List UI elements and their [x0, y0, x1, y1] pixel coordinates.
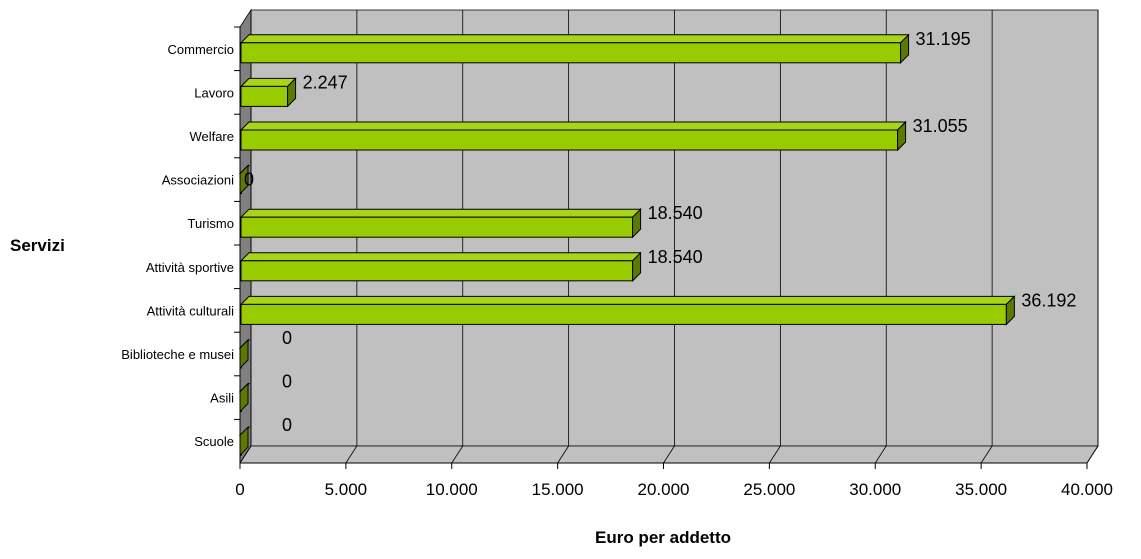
bar-top [239, 295, 1016, 305]
bar-front [240, 85, 289, 107]
data-label: 0 [282, 372, 292, 392]
gridline-floor [874, 445, 887, 464]
x-axis-title: Euro per addetto [595, 528, 731, 547]
bar-front [240, 216, 634, 238]
gridline-floor [663, 445, 675, 464]
gridline-floor [557, 445, 569, 464]
data-label: 0 [282, 328, 292, 348]
bar-end [1005, 295, 1015, 326]
data-label: 36.192 [1021, 290, 1076, 310]
category-label: Attività sportive [146, 260, 234, 275]
gridline-floor [451, 445, 464, 464]
category-label: Associazioni [162, 173, 234, 188]
bar-front [240, 129, 899, 151]
bar-top [239, 77, 297, 87]
data-label: 31.055 [913, 116, 968, 136]
x-tick-label: 20.000 [638, 480, 690, 499]
bar-end [632, 251, 642, 283]
category-label: Asili [210, 391, 234, 406]
gridline-floor [345, 445, 358, 464]
category-label: Welfare [189, 129, 234, 144]
data-label: 18.540 [648, 247, 703, 267]
bar-top [239, 34, 910, 44]
data-label: 18.540 [648, 203, 703, 223]
bar-top [239, 208, 642, 218]
x-tick-label: 10.000 [426, 480, 478, 499]
data-label: 0 [244, 170, 254, 190]
bar-end [287, 77, 297, 108]
category-label: Attività culturali [147, 303, 235, 318]
bar-front [240, 42, 902, 64]
bar-end [897, 120, 907, 152]
bar [238, 425, 251, 457]
y-axis-title: Servizi [10, 236, 65, 255]
bar-end [632, 207, 642, 239]
x-tick-label: 15.000 [532, 480, 584, 499]
bar [239, 77, 297, 108]
gridline-floor [769, 445, 781, 464]
bar-front [240, 260, 634, 282]
category-label: Turismo [188, 216, 234, 231]
gridline-floor [980, 445, 993, 464]
bars [238, 33, 1016, 457]
labels: 0 5.000 10.000 15.000 20.000 25.000 30.000 35.0… [121, 29, 1113, 499]
x-tick-label: 40.000 [1061, 480, 1113, 499]
x-tick-label: 5.000 [325, 480, 368, 499]
x-tick-label: 30.000 [849, 480, 901, 499]
category-axis [234, 26, 1088, 469]
bar-front [240, 303, 1007, 325]
bar-end [900, 33, 910, 65]
x-tick-label: 25.000 [743, 480, 795, 499]
bar [239, 251, 642, 283]
category-label: Commercio [168, 42, 234, 57]
x-tick-label: 35.000 [955, 480, 1007, 499]
category-label: Lavoro [194, 85, 234, 100]
gridline-floor [1086, 445, 1099, 464]
x-tick-label: 0 [235, 480, 244, 499]
bar [239, 33, 910, 65]
category-label: Biblioteche e musei [121, 347, 234, 362]
gridline-floor [239, 445, 252, 464]
data-label: 31.195 [916, 29, 971, 49]
bar-top [239, 121, 907, 131]
bar [239, 207, 642, 239]
data-label: 0 [282, 415, 292, 435]
data-label: 2.247 [303, 72, 348, 92]
bar [239, 295, 1016, 326]
category-label: Scuole [194, 434, 234, 449]
bar-top [239, 252, 642, 262]
bar [239, 120, 907, 152]
